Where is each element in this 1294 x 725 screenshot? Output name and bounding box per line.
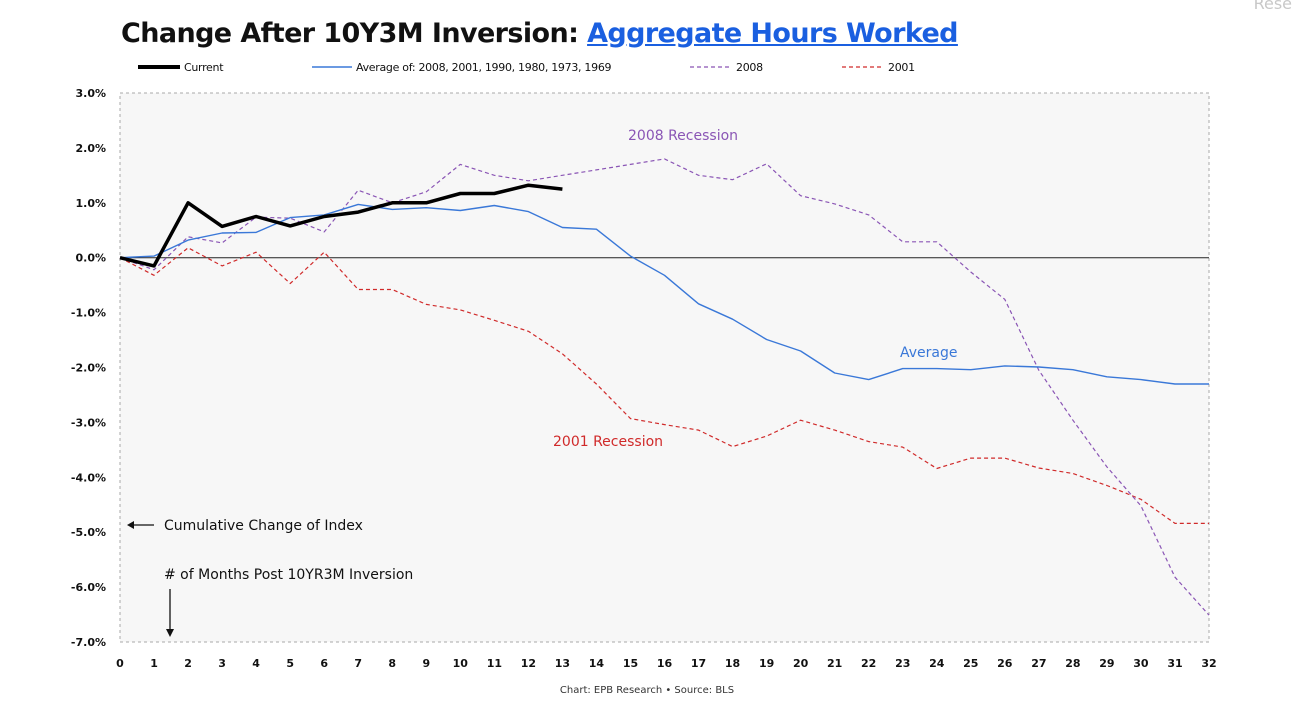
x-tick-label: 29 [1099, 657, 1114, 670]
x-tick-label: 27 [1031, 657, 1046, 670]
y-tick-label: -6.0% [71, 581, 106, 594]
y-tick-label: -2.0% [71, 362, 106, 375]
y-tick-label: -3.0% [71, 416, 106, 429]
legend-average: Average of: 2008, 2001, 1990, 1980, 1973… [312, 60, 612, 74]
x-tick-label: 9 [422, 657, 430, 670]
x-tick-label: 19 [759, 657, 774, 670]
x-tick-label: 30 [1133, 657, 1149, 670]
x-tick-label: 10 [453, 657, 469, 670]
x-tick-label: 0 [116, 657, 124, 670]
y-tick-label: -1.0% [71, 307, 106, 320]
x-tick-label: 25 [963, 657, 978, 670]
annotation-2001-recession: 2001 Recession [553, 434, 663, 450]
x-tick-label: 1 [150, 657, 158, 670]
annotation-2008-recession: 2008 Recession [628, 128, 738, 144]
x-tick-label: 11 [487, 657, 502, 670]
arrow-left-icon [127, 521, 154, 529]
y-axis-ticks: 3.0% 2.0% 1.0% 0.0% -1.0% -2.0% -3.0% -4.0% -5.0… [71, 87, 106, 649]
annotation-average: Average [900, 345, 958, 361]
x-tick-label: 8 [388, 657, 396, 670]
chart-source: Chart: EPB Research • Source: BLS [559, 685, 735, 696]
x-tick-label: 3 [218, 657, 226, 670]
x-tick-label: 24 [929, 657, 945, 670]
x-tick-label: 6 [320, 657, 328, 670]
x-tick-label: 32 [1201, 657, 1216, 670]
x-tick-label: 5 [286, 657, 294, 670]
line-2008 [119, 158, 1210, 616]
legend-2008: 2008 [690, 60, 763, 74]
x-tick-label: 12 [521, 657, 536, 670]
y-tick-label: 3.0% [75, 87, 106, 100]
y-tick-label: -4.0% [71, 471, 106, 484]
annotation-cumulative-change: Cumulative Change of Index [164, 518, 363, 534]
x-tick-label: 4 [252, 657, 260, 670]
legend-2008-swatch [690, 66, 732, 68]
y-tick-label: 2.0% [75, 142, 106, 155]
legend-2001: 2001 [842, 60, 915, 74]
legend-average-label: Average of: 2008, 2001, 1990, 1980, 1973… [356, 60, 612, 74]
x-tick-label: 31 [1167, 657, 1182, 670]
legend-2001-label: 2001 [888, 60, 915, 74]
x-tick-label: 13 [555, 657, 570, 670]
x-tick-label: 15 [623, 657, 638, 670]
chart-title: Change After 10Y3M Inversion: Aggregate … [121, 18, 959, 49]
x-tick-label: 28 [1065, 657, 1080, 670]
y-tick-label: 0.0% [75, 252, 106, 265]
x-tick-label: 21 [827, 657, 842, 670]
corner-text: Rese [1253, 0, 1292, 13]
x-tick-label: 17 [691, 657, 706, 670]
x-axis-ticks: 0 1 2 3 4 5 6 7 8 9 10 11 12 13 14 15 16 17 18 19 20 21 22 23 24… [116, 657, 1216, 670]
current-line [119, 183, 563, 268]
x-tick-label: 2 [184, 657, 192, 670]
average-line [119, 203, 1209, 385]
x-tick-label: 23 [895, 657, 910, 670]
legend-current-label: Current [184, 60, 224, 74]
legend-2001-swatch [842, 66, 884, 68]
x-tick-label: 18 [725, 657, 740, 670]
x-tick-label: 22 [861, 657, 876, 670]
x-tick-label: 16 [657, 657, 673, 670]
plot-area [119, 92, 1210, 643]
legend-2008-label: 2008 [736, 60, 763, 74]
y-tick-label: -5.0% [71, 526, 106, 539]
x-tick-label: 26 [997, 657, 1013, 670]
chart-title-highlight: Aggregate Hours Worked [587, 18, 958, 49]
chart-title-main: Change After 10Y3M Inversion: [121, 18, 588, 49]
y-tick-label: 1.0% [75, 197, 106, 210]
line-2001 [119, 247, 1209, 525]
x-tick-label: 7 [354, 657, 362, 670]
annotation-months-post: # of Months Post 10YR3M Inversion [164, 567, 413, 583]
legend-current-swatch [138, 65, 180, 69]
legend-current: Current [138, 60, 224, 74]
y-tick-label: -7.0% [71, 636, 106, 649]
arrow-down-icon [166, 589, 174, 637]
x-tick-label: 14 [589, 657, 605, 670]
x-tick-label: 20 [793, 657, 809, 670]
legend-average-swatch [312, 66, 352, 68]
series-lines [119, 158, 1210, 616]
